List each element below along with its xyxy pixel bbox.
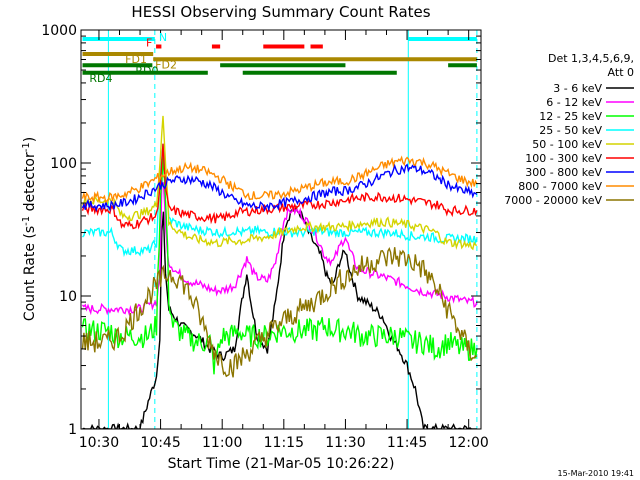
y-axis-label-suffix: detector: [22, 152, 38, 216]
series-line-6: [81, 163, 478, 213]
flag-label-rd0: RD0: [135, 64, 158, 77]
series-line-1: [81, 182, 478, 317]
y-axis-label-end: ): [22, 137, 38, 142]
legend-header-2: Att 0: [608, 66, 634, 79]
footer-timestamp: 15-Mar-2010 19:41: [558, 469, 635, 478]
chart-title: HESSI Observing Summary Count Rates: [131, 3, 430, 21]
x-tick-label-5: 11:45: [387, 435, 427, 451]
x-tick-label-3: 11:15: [264, 435, 304, 451]
x-tick-label-0: 10:30: [79, 435, 119, 451]
x-tick-label-1: 10:45: [140, 435, 180, 451]
y-axis-label-prefix: Count Rate (s: [22, 226, 38, 321]
flag-label-f: F: [146, 37, 152, 50]
legend-label-6: 300 - 800 keV: [525, 166, 602, 179]
flag-label-n: N: [159, 31, 167, 44]
legend-label-7: 800 - 7000 keV: [518, 180, 602, 193]
flag-label-rd4: RD4: [89, 72, 112, 85]
legend-label-3: 25 - 50 keV: [539, 124, 602, 137]
y-axis-label-sup: -1: [21, 216, 32, 226]
series-line-4: [81, 115, 478, 251]
legend-label-8: 7000 - 20000 keV: [504, 194, 602, 207]
y-tick-label-0: 1: [68, 422, 77, 438]
legend-label-5: 100 - 300 keV: [525, 152, 602, 165]
y-tick-label-3: 1000: [41, 23, 77, 39]
x-axis-label: Start Time (21-Mar-05 10:26:22): [168, 456, 395, 472]
x-tick-label-4: 11:30: [325, 435, 365, 451]
flag-label-fd1: FD1: [125, 53, 147, 66]
series-line-0: [82, 205, 477, 429]
flag-label-fd2: FD2: [155, 58, 177, 71]
legend-label-4: 50 - 100 keV: [532, 138, 602, 151]
y-tick-label-2: 100: [50, 156, 77, 172]
legend-header-1: Det 1,3,4,5,6,9,: [548, 52, 634, 65]
plot-frame: [80, 29, 482, 430]
y-axis-label-sup2: -1: [21, 142, 32, 152]
series-line-8: [81, 247, 478, 378]
legend-label-0: 3 - 6 keV: [553, 82, 602, 95]
x-tick-label-6: 12:00: [448, 435, 488, 451]
legend-label-2: 12 - 25 keV: [539, 110, 602, 123]
x-tick-label-2: 11:00: [202, 435, 242, 451]
y-tick-label-1: 10: [59, 289, 77, 305]
y-axis-label: Count Rate (s-1 detector-1): [21, 137, 38, 321]
legend-label-1: 6 - 12 keV: [546, 96, 602, 109]
series-line-7: [81, 155, 478, 204]
series-line-2: [81, 155, 478, 375]
